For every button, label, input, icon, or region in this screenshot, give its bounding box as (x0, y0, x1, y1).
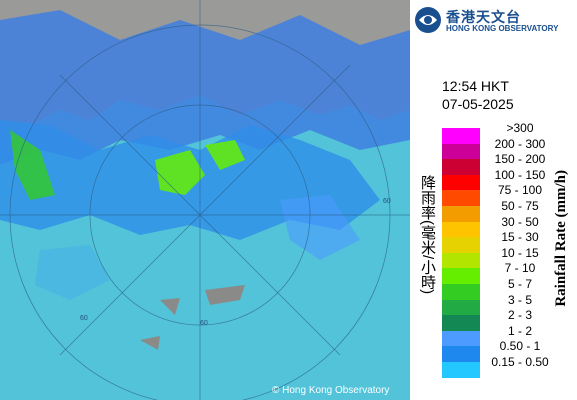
legend-swatch (442, 346, 480, 362)
legend-swatch (442, 299, 480, 316)
logo-icon (415, 7, 441, 33)
ring-label: 60 (200, 320, 208, 327)
legend-label: >300 (506, 121, 534, 135)
rain-area (280, 195, 360, 260)
legend-label: 15 - 30 (501, 230, 539, 245)
legend-label: 100 - 150 (494, 167, 546, 182)
ring-label: 60 (383, 198, 391, 205)
rain-core (205, 140, 245, 170)
legend-label: 10 - 15 (501, 245, 539, 260)
legend-swatch (442, 159, 480, 175)
legend-label: 5 - 7 (507, 277, 532, 291)
copyright: © Hong Kong Observatory (272, 385, 389, 396)
range-rings (0, 0, 410, 400)
rain-core (10, 130, 55, 200)
logo-chinese: 香港天文台 (446, 9, 521, 25)
legend-label: 200 - 300 (494, 136, 546, 151)
legend-swatch (442, 284, 480, 300)
logo-english: HONG KONG OBSERVATORY (446, 24, 559, 33)
rain-area (35, 245, 110, 300)
legend-swatch (442, 268, 480, 284)
island (140, 336, 160, 350)
legend-swatch (442, 128, 480, 144)
date: 07-05-2025 (442, 96, 514, 112)
legend-label: 30 - 50 (501, 214, 539, 229)
legend-label: 150 - 200 (494, 152, 546, 167)
legend-label: 50 - 75 (501, 199, 539, 213)
legend-label: 0.50 - 1 (499, 339, 541, 354)
legend-swatch (442, 252, 480, 269)
island (160, 298, 180, 315)
time: 12:54 HKT (442, 78, 509, 94)
rain-area (0, 10, 410, 165)
legend-label: 0.15 - 0.50 (491, 355, 549, 369)
legend-swatch (442, 174, 480, 191)
legend-label: 1 - 2 (507, 323, 532, 338)
ring-label: 60 (80, 315, 88, 322)
legend-swatch (442, 143, 480, 160)
island (205, 285, 245, 305)
legend-label: 3 - 5 (507, 292, 532, 307)
legend-swatch (442, 362, 480, 378)
legend-label: 75 - 100 (497, 183, 543, 198)
legend-swatch (442, 315, 480, 331)
legend-swatch (442, 237, 480, 253)
radar-map: 60 60 60 © Hong Kong Observatory (0, 0, 410, 400)
legend-label: 2 - 3 (507, 308, 532, 323)
legend-swatch (442, 221, 480, 238)
legend-title-chinese: 降雨率(毫米/小時) (419, 175, 436, 295)
legend-swatch (442, 330, 480, 347)
legend-swatch (442, 206, 480, 222)
legend-label: 7 - 10 (504, 261, 536, 276)
legend-swatch (442, 190, 480, 206)
rain-core (155, 150, 205, 195)
